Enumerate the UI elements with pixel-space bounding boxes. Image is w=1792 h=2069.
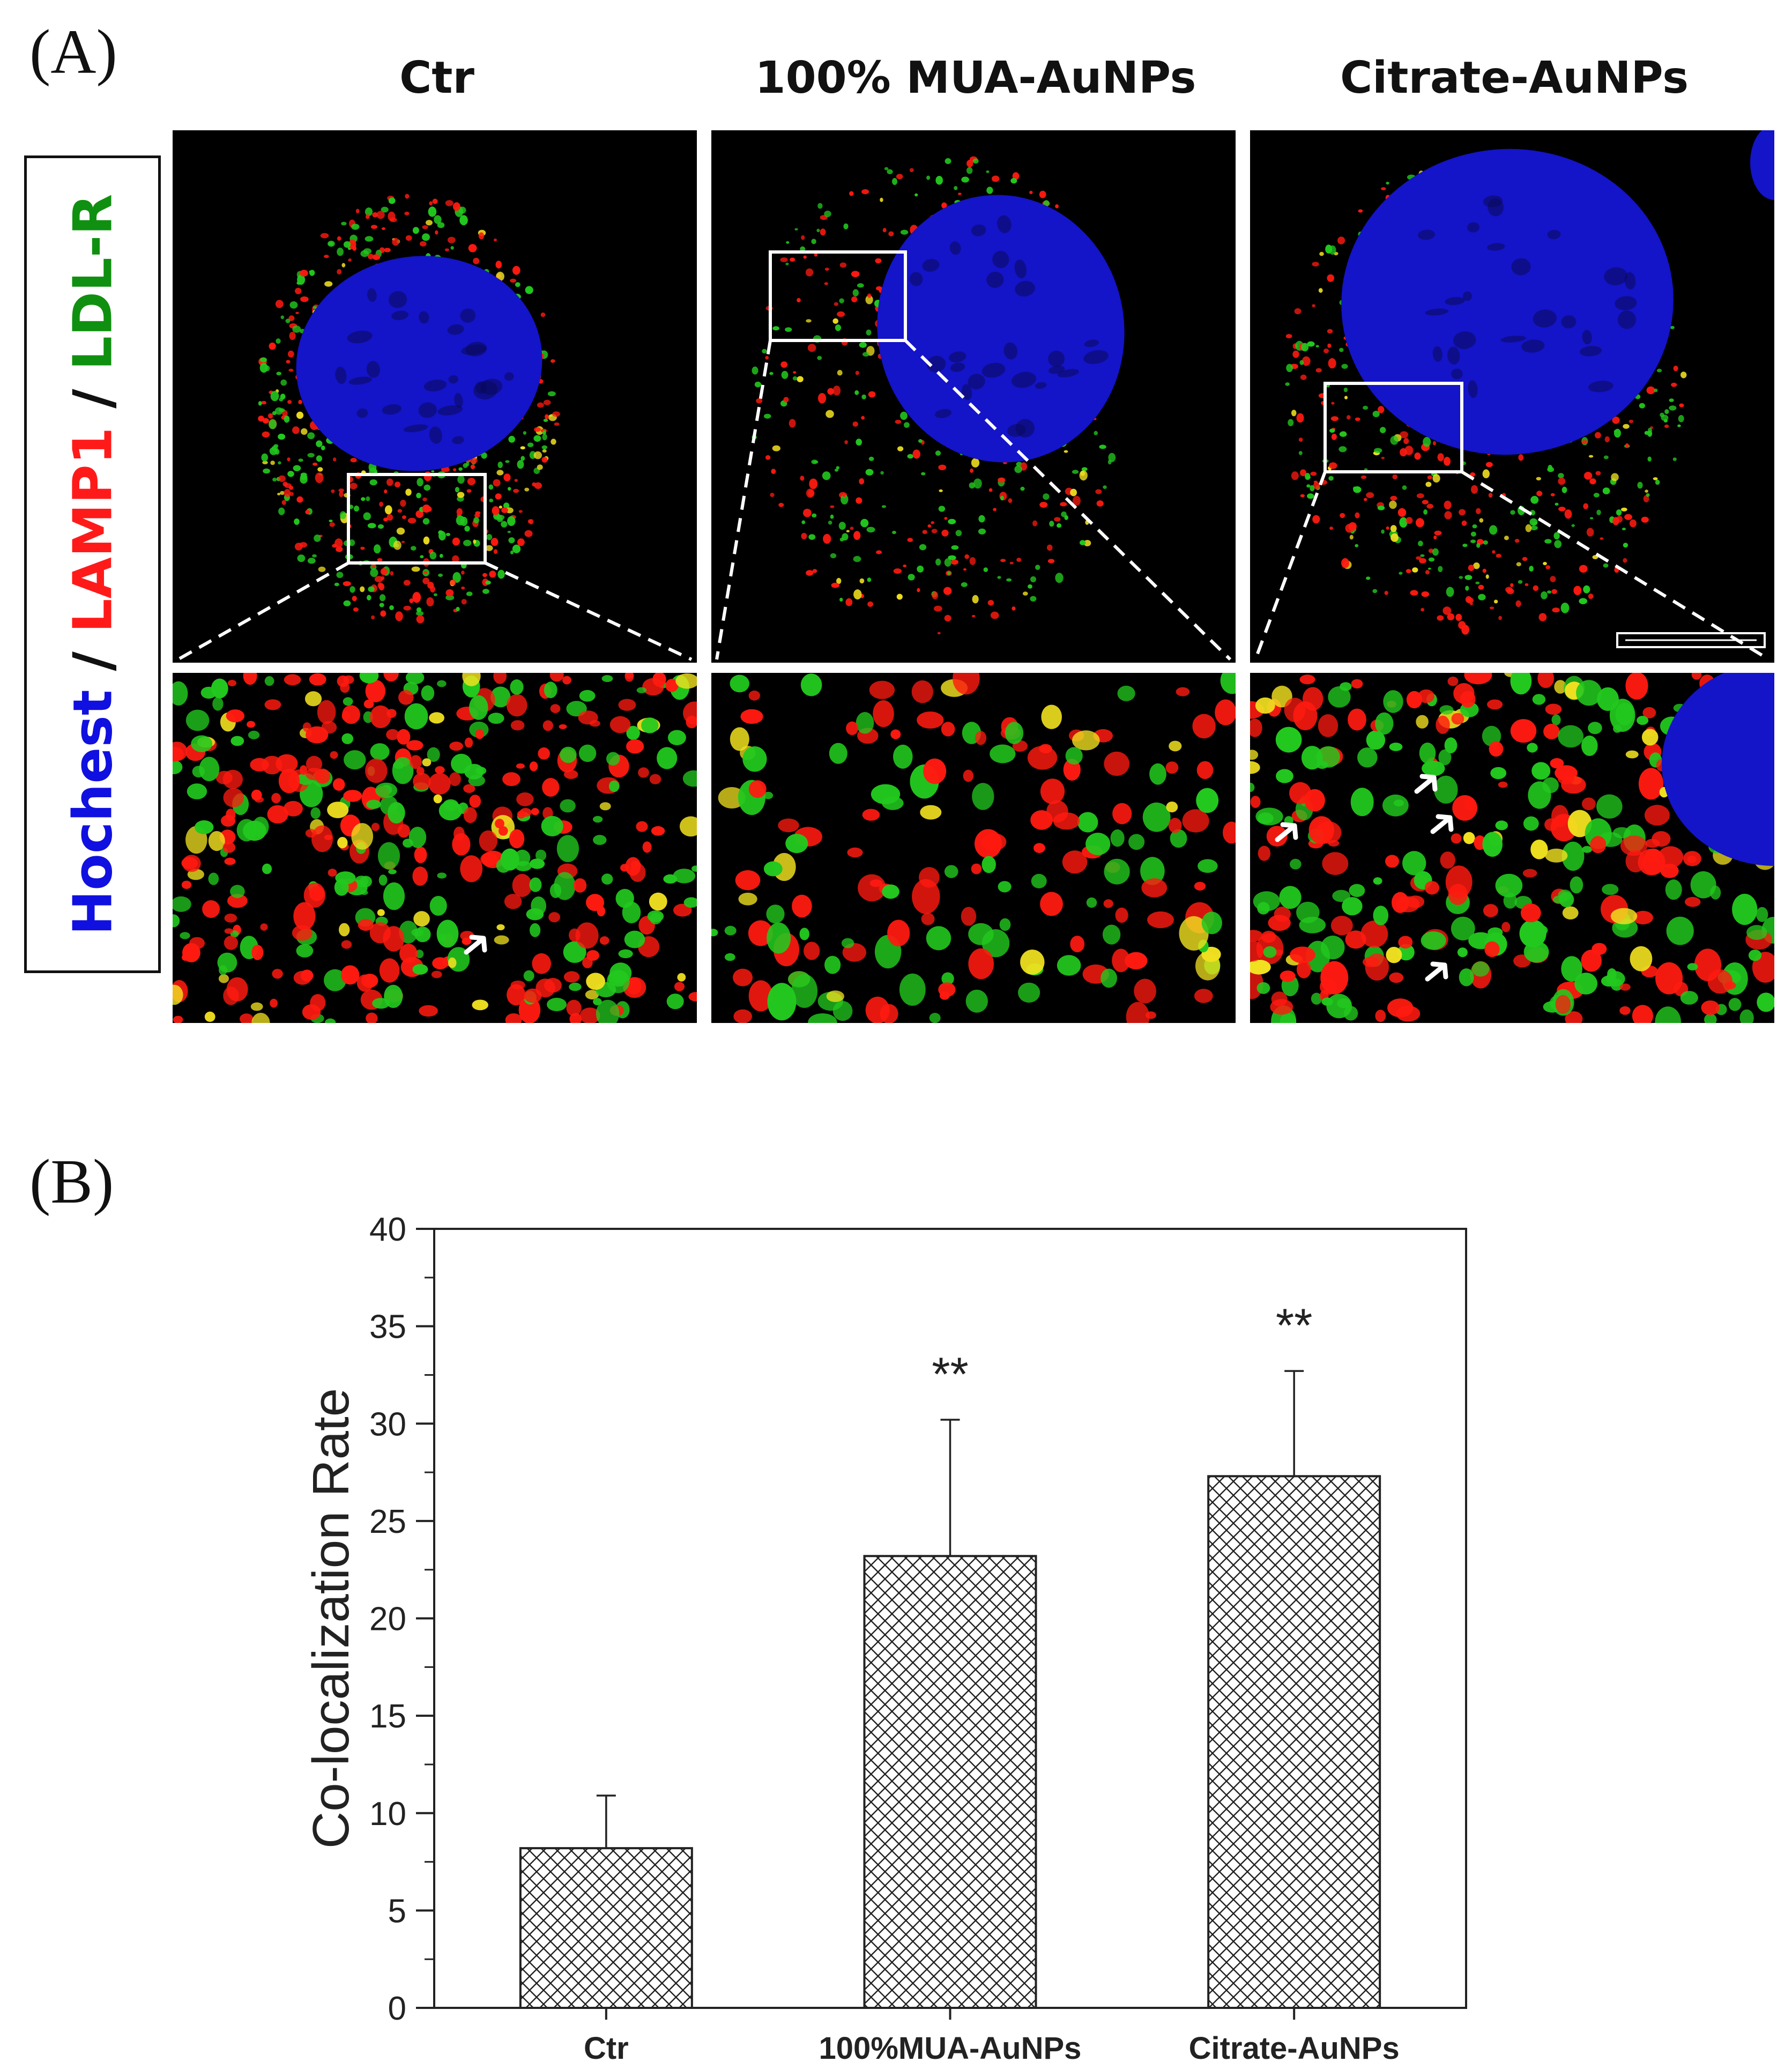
y-tick-label: 25 (369, 1503, 406, 1540)
stain-legend-box: Hochest / LAMP1 / LDL-R (24, 155, 161, 973)
nucleus (1662, 673, 1774, 866)
nucleus (1341, 149, 1674, 455)
y-tick-label: 35 (369, 1309, 406, 1346)
y-tick-label: 15 (369, 1698, 406, 1735)
bar (1207, 1475, 1381, 2009)
inset-mua-aunps-image (711, 673, 1236, 1023)
y-tick-label: 0 (388, 1990, 406, 2027)
inset-ctr (173, 673, 697, 1023)
column-title-ctr: Ctr (399, 53, 474, 103)
colocalization-arrow-icon (464, 935, 487, 955)
y-tick-label: 20 (369, 1601, 406, 1638)
nucleus (877, 195, 1125, 463)
y-tick-label: 10 (369, 1796, 406, 1833)
panel-b-label: (B) (29, 1146, 114, 1217)
bar (519, 1847, 693, 2009)
colocalization-arrow-icon (1430, 814, 1454, 834)
panel-a-label: (A) (29, 17, 117, 87)
legend-lamp1: LAMP1 (61, 427, 124, 633)
y-axis-label: Co-localization Rate (302, 1388, 360, 1849)
fluorescent-puncta (1250, 673, 1774, 1023)
x-tick-label: Ctr (584, 2031, 629, 2066)
micrograph-ctr-image (258, 194, 560, 624)
legend-separator: / (61, 370, 124, 427)
significance-marker: ** (932, 1347, 969, 1400)
nucleus (296, 256, 542, 471)
y-tick-label: 30 (369, 1406, 406, 1443)
column-title-mua-aunps: 100% MUA-AuNPs (755, 53, 1196, 103)
x-tick-label: 100%MUA-AuNPs (819, 2031, 1082, 2066)
legend-separator: / (61, 632, 124, 689)
legend-ldlr: LDL-R (61, 194, 124, 370)
significance-marker: ** (1276, 1299, 1313, 1352)
micrograph-citrate-aunps (1250, 130, 1774, 663)
inset-citrate-aunps-image (1250, 673, 1774, 1023)
micrograph-mua-aunps (711, 130, 1236, 663)
micrograph-mua-aunps-image (752, 156, 1125, 635)
colocalization-arrow-icon (1425, 961, 1448, 982)
fluorescent-puncta (711, 673, 1236, 1023)
inset-citrate-aunps (1250, 673, 1774, 1023)
legend-hoechst: Hochest (61, 689, 124, 935)
inset-mua-aunps (711, 673, 1236, 1023)
stain-legend-text: Hochest / LAMP1 / LDL-R (61, 194, 124, 935)
colocalization-arrow-icon (1414, 774, 1438, 794)
y-tick-label: 40 (369, 1211, 406, 1248)
fluorescent-puncta (173, 673, 697, 1023)
bar-chart: 0 5 10 15 20 25 30 35 40 Co-localization Rate Ctr 1… (302, 1211, 1467, 2066)
y-tick-label: 5 (388, 1893, 406, 1930)
micrograph-ctr (173, 130, 697, 663)
micrograph-citrate-aunps-image (1285, 130, 1774, 648)
x-tick-label: Citrate-AuNPs (1189, 2031, 1400, 2066)
neighbor-nucleus (1750, 130, 1774, 200)
inset-ctr-image (173, 673, 697, 1023)
column-title-citrate-aunps: Citrate-AuNPs (1340, 53, 1689, 103)
colocalization-arrow-icon (1275, 822, 1298, 842)
bar (863, 1555, 1037, 2009)
